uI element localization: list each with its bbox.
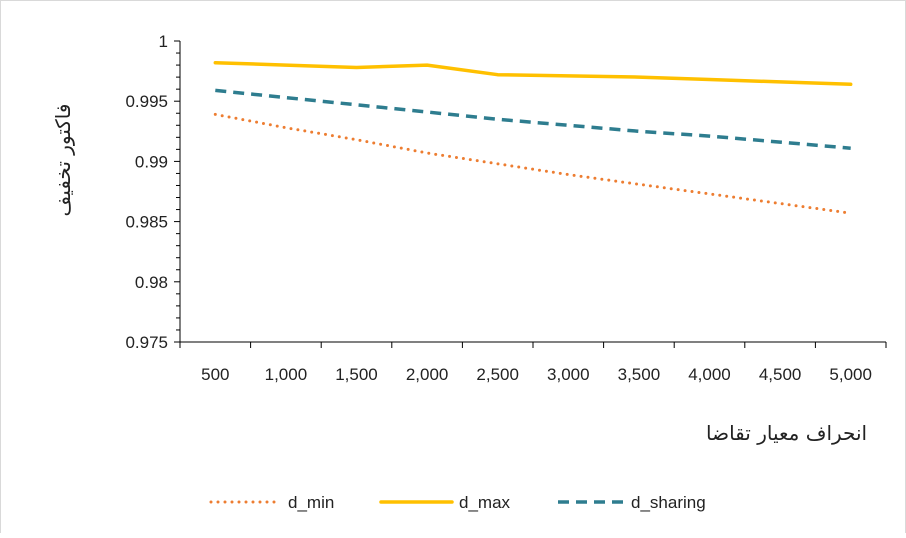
- series-line-d_sharing: [215, 88, 851, 150]
- x-tick-label: 500: [201, 365, 229, 384]
- x-axis: 500 1,000 1,500 2,000 2,500 3,000 3,500 4,000 4,…: [179, 341, 887, 384]
- x-tick-label: 2,500: [476, 365, 519, 384]
- x-tick-label: 4,000: [688, 365, 731, 384]
- legend-label-d_min: d_min: [288, 493, 334, 512]
- x-axis-title: انحراف معیار تقاضا: [706, 421, 867, 445]
- y-tick-label: 0.99: [135, 152, 168, 171]
- x-tick-label: 2,000: [406, 365, 449, 384]
- y-tick-label: 0.985: [125, 213, 168, 232]
- legend: d_min d_max d_sharing: [209, 493, 706, 512]
- x-tick-label: 1,500: [335, 365, 378, 384]
- series-line-d_max: [213, 60, 853, 87]
- x-tick-label: 3,000: [547, 365, 590, 384]
- y-tick-label: 0.975: [125, 333, 168, 352]
- series-line-d_min: [213, 112, 853, 215]
- y-tick-label: 1: [159, 32, 168, 51]
- legend-label-d_sharing: d_sharing: [631, 493, 706, 512]
- x-tick-label: 5,000: [829, 365, 872, 384]
- y-axis: 0.975 0.98 0.985 0.99 0.995 1: [125, 32, 181, 352]
- y-tick-label: 0.98: [135, 273, 168, 292]
- legend-label-d_max: d_max: [459, 493, 511, 512]
- x-tick-label: 4,500: [759, 365, 802, 384]
- x-tick-label: 1,000: [265, 365, 308, 384]
- y-axis-title: فاکتور تخفیف: [51, 104, 75, 217]
- x-tick-label: 3,500: [618, 365, 661, 384]
- y-tick-label: 0.995: [125, 92, 168, 111]
- series-lines: [213, 60, 853, 215]
